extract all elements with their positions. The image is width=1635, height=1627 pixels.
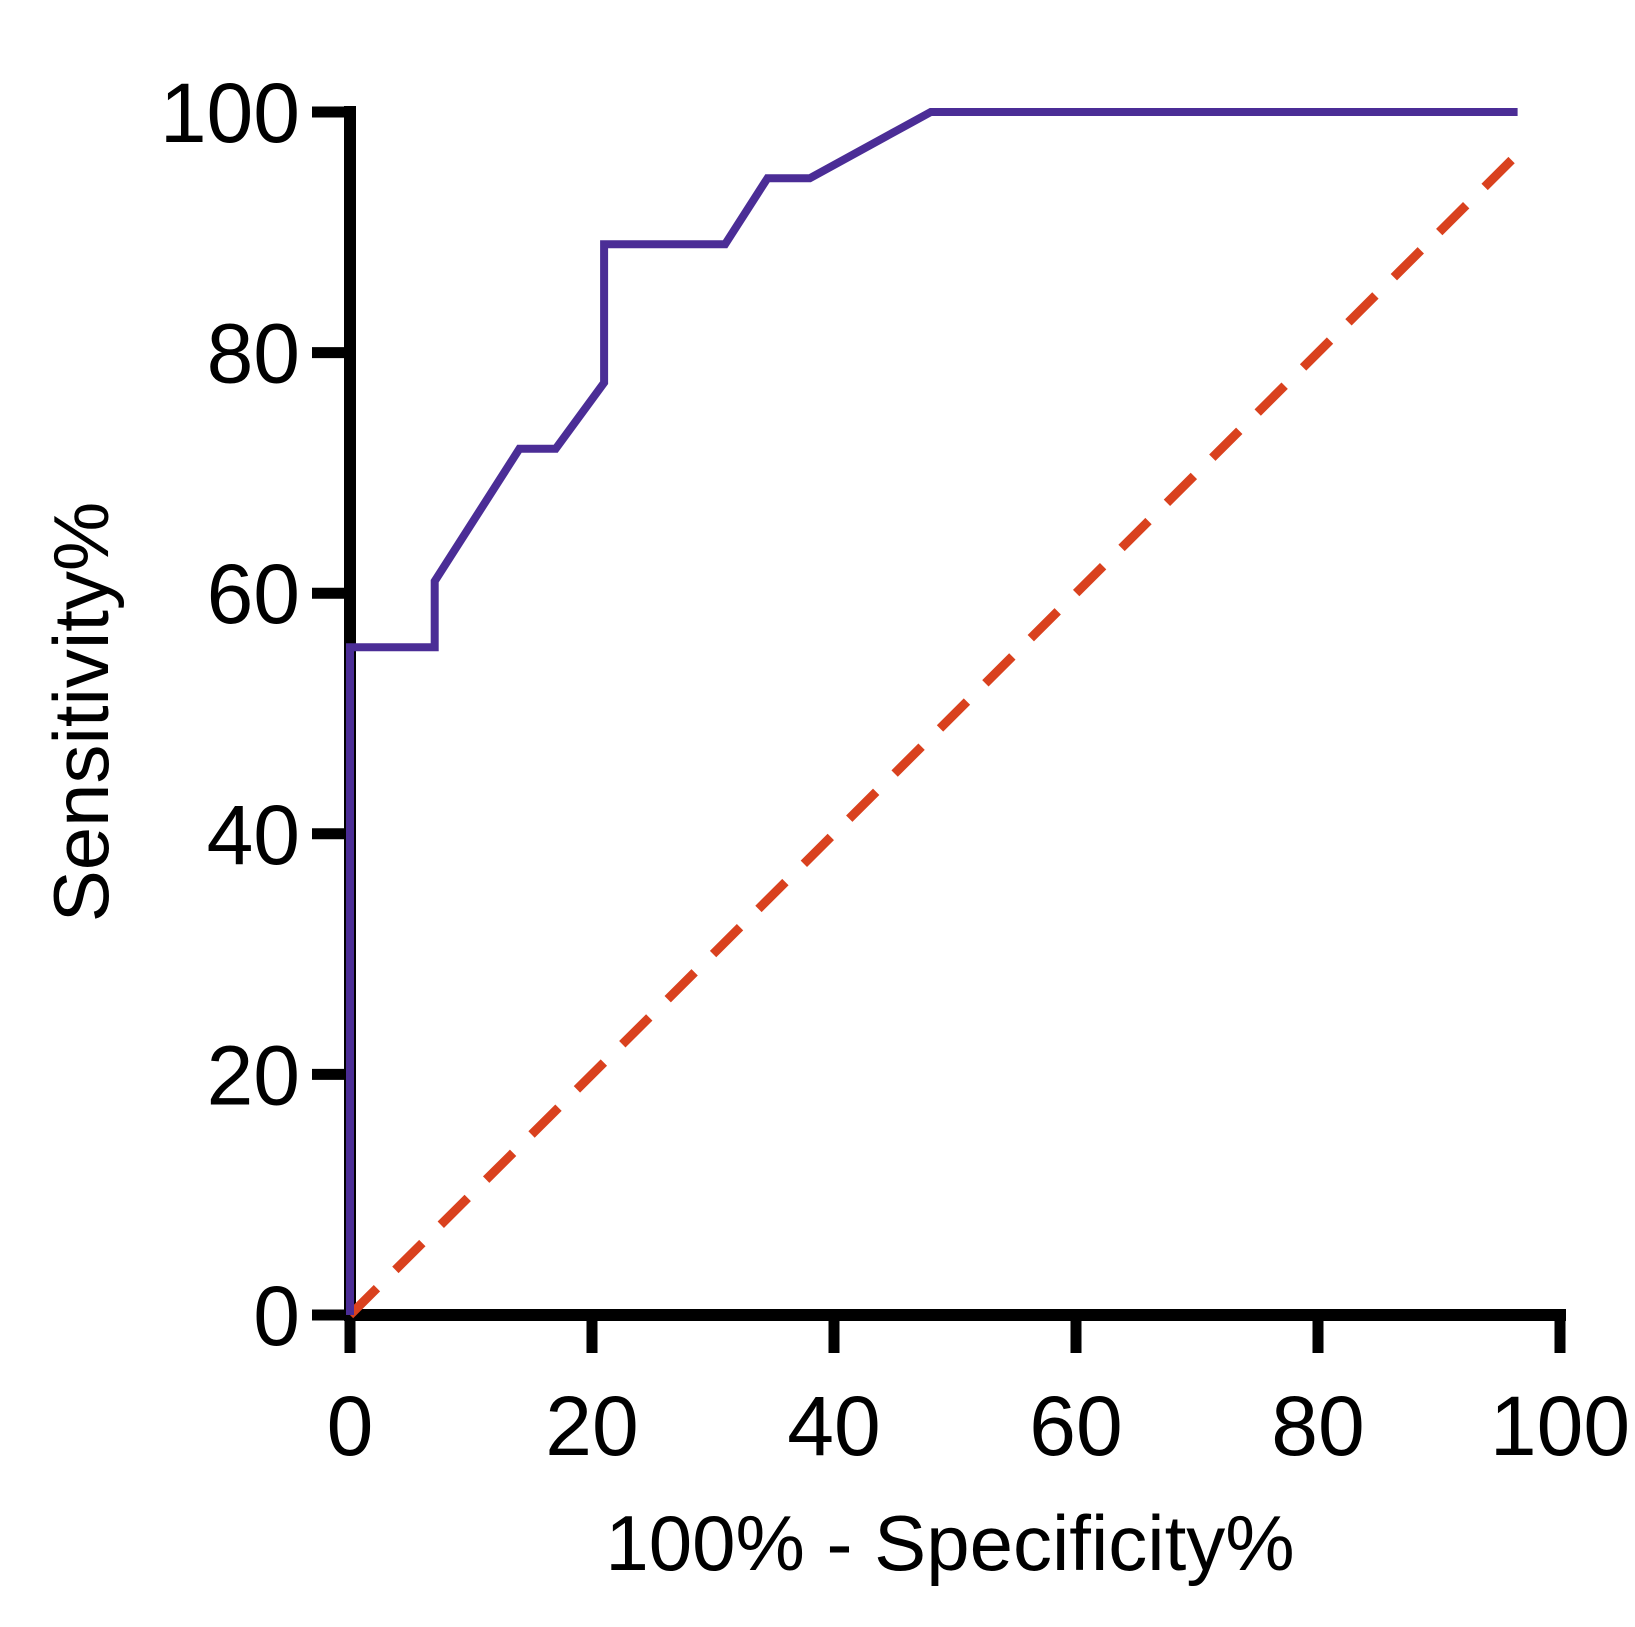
y-tick-label: 0 xyxy=(253,1269,300,1363)
series-layer xyxy=(346,108,1521,1319)
x-tick-label: 40 xyxy=(787,1379,880,1473)
x-tick-label: 100 xyxy=(1490,1379,1630,1473)
x-tick-label: 0 xyxy=(327,1379,374,1473)
x-tick-label: 80 xyxy=(1271,1379,1364,1473)
axes: 0 20 40 60 80 100 0 20 40 60 80 100 xyxy=(160,66,1630,1473)
y-axis-label: Sensitivity% xyxy=(37,502,125,922)
y-tick-label: 40 xyxy=(207,788,300,882)
reference-line xyxy=(346,150,1521,1319)
y-tick-label: 20 xyxy=(207,1028,300,1122)
x-tick-label: 60 xyxy=(1029,1379,1122,1473)
labels: 100% - Specificity% Sensitivity% xyxy=(37,502,1295,1587)
y-tick-label: 80 xyxy=(207,307,300,401)
x-tick-label: 20 xyxy=(545,1379,638,1473)
y-tick-label: 60 xyxy=(207,547,300,641)
x-axis-label: 100% - Specificity% xyxy=(605,1499,1294,1587)
roc-curve xyxy=(346,108,1518,1315)
y-tick-label: 100 xyxy=(160,66,300,160)
